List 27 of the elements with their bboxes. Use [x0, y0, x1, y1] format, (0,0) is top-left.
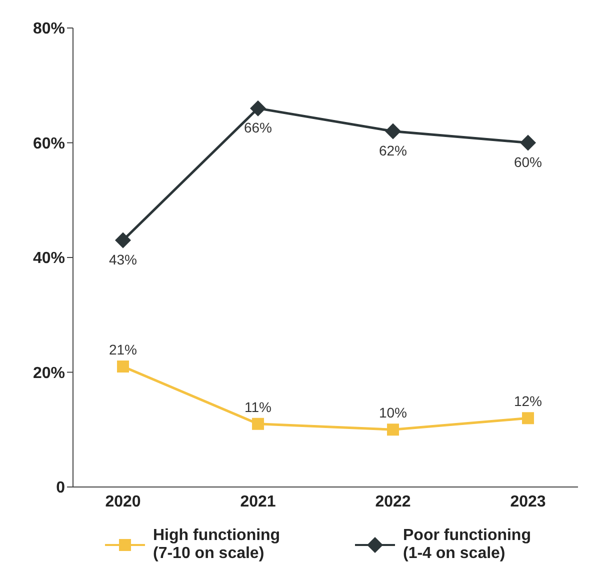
x-tick-label: 2023	[510, 493, 546, 510]
y-tick-label: 0	[56, 480, 66, 497]
data-label: 43%	[108, 251, 138, 268]
y-tick-label: 40%	[32, 250, 65, 268]
y-tick-label: 20%	[32, 364, 65, 382]
point	[385, 123, 401, 140]
point	[252, 418, 264, 430]
x-tick-label: 2022	[375, 493, 411, 510]
data-label: 62%	[378, 142, 408, 158]
x-tick-label: 2020	[105, 493, 141, 510]
point	[250, 100, 266, 116]
x-tick-label: 2021	[240, 493, 276, 510]
data-label: 12%	[514, 393, 542, 410]
data-label: 21%	[108, 342, 138, 358]
point	[520, 134, 536, 151]
y-tick-label: 60%	[32, 135, 65, 152]
point	[117, 360, 129, 373]
data-label: 11%	[244, 398, 272, 415]
data-label: 66%	[244, 119, 272, 136]
point	[387, 424, 399, 436]
legend-label: Poor functioning (1-4 on scale)	[403, 527, 532, 563]
data-label: 60%	[514, 154, 542, 170]
point	[522, 412, 534, 424]
legend-label: High functioning (7-10 on scale)	[153, 527, 282, 563]
point	[115, 232, 131, 248]
data-label: 10%	[378, 404, 408, 421]
y-tick-label: 80%	[32, 20, 65, 38]
